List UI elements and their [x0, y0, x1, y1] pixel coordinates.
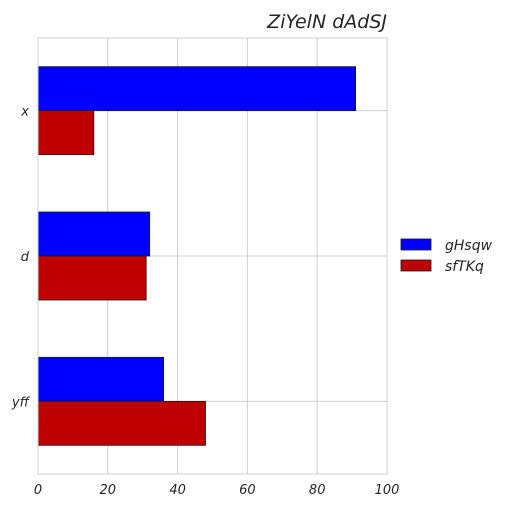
- x-tick-label: 100: [375, 483, 400, 498]
- plot-frame: [37, 37, 388, 475]
- chart-title: ZiYelN dAdSJ: [266, 11, 387, 33]
- bar-sfTKq-d: [37, 255, 147, 301]
- legend-label: gHsqw: [445, 238, 493, 254]
- bar-gHsqw-yff: [37, 356, 165, 402]
- legend-swatch: [400, 259, 432, 272]
- x-tick-label: 40: [169, 483, 186, 498]
- bar-gHsqw-d: [37, 211, 151, 257]
- y-tick-label: yff: [11, 395, 31, 410]
- bars: [37, 66, 356, 446]
- bar-sfTKq-x: [37, 110, 95, 156]
- x-tick-label: 0: [34, 483, 42, 498]
- bar-gHsqw-x: [37, 66, 356, 112]
- x-tick-label: 80: [309, 483, 326, 498]
- y-axis-ticks: x d yff: [11, 105, 31, 411]
- x-tick-label: 60: [239, 483, 256, 498]
- bar-sfTKq-yff: [37, 400, 206, 446]
- y-tick-label: d: [21, 250, 30, 265]
- x-tick-label: 20: [100, 483, 117, 498]
- legend: gHsqw sfTKq: [400, 238, 493, 275]
- legend-label: sfTKq: [445, 259, 484, 275]
- legend-swatch: [400, 238, 432, 251]
- y-tick-label: x: [20, 105, 29, 120]
- x-axis-ticks: 0 20 40 60 80 100: [34, 483, 400, 498]
